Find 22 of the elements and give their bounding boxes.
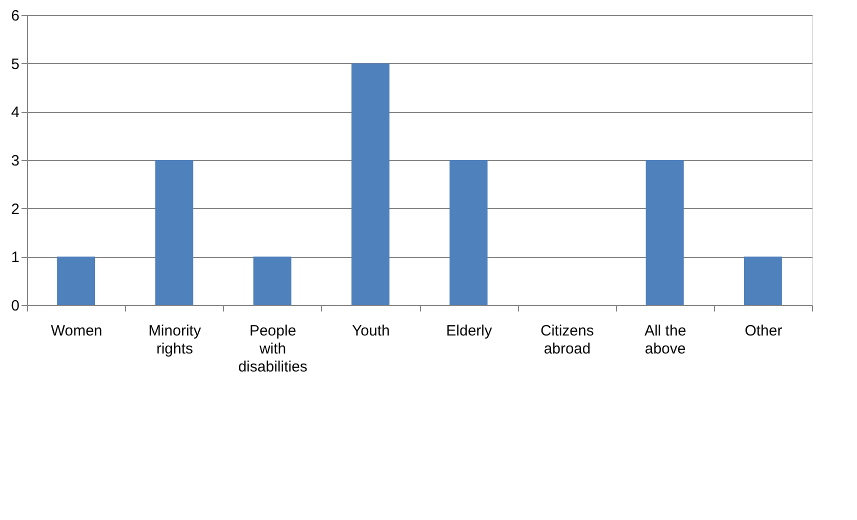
bar [253, 256, 292, 305]
bar [744, 256, 782, 305]
bar [450, 160, 488, 305]
x-tick-label: Youth [352, 322, 390, 340]
x-tick-label: Elderly [446, 322, 492, 340]
y-tick-label: 2 [11, 200, 20, 218]
y-tick-label: 1 [11, 249, 20, 266]
y-tick-label: 5 [11, 56, 20, 73]
x-tick-label: Citizens abroad [540, 322, 594, 358]
y-tick-label: 6 [11, 8, 20, 24]
bar [351, 63, 390, 305]
x-tick-label: Minority rights [148, 322, 202, 358]
x-tick-label: Other [744, 322, 782, 340]
x-tick-label: Women [50, 322, 102, 340]
bar [57, 256, 96, 305]
bar [155, 160, 194, 305]
y-tick-label: 3 [11, 152, 20, 170]
y-tick-label: 4 [11, 104, 20, 122]
x-tick-label: All the above [644, 322, 686, 358]
x-tick-label: People with disabilities [238, 322, 308, 376]
bar [646, 160, 684, 305]
y-tick-label: 0 [11, 298, 20, 314]
